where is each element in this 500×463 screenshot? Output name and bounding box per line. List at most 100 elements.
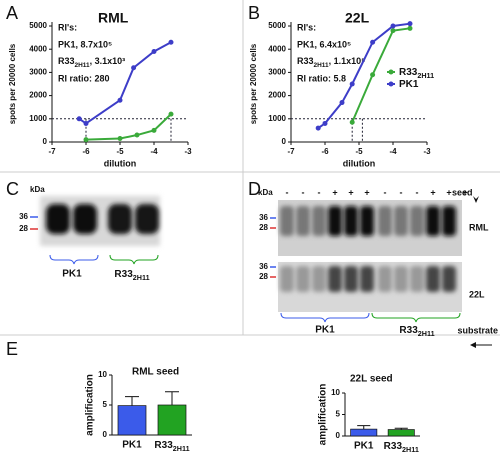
x-tick-label: PK1 xyxy=(354,441,374,452)
annotation-text: R33 xyxy=(58,56,75,66)
arrow-head xyxy=(470,342,476,348)
band xyxy=(378,206,392,236)
band xyxy=(296,266,310,292)
data-point xyxy=(83,120,89,126)
marker-label: 28 xyxy=(259,223,268,232)
data-point xyxy=(131,65,137,71)
chart-title: 22L xyxy=(345,10,370,26)
data-point xyxy=(76,116,82,122)
band xyxy=(344,266,358,292)
band xyxy=(46,204,70,234)
marker-label: 36 xyxy=(259,262,268,271)
marker-label: 28 xyxy=(259,272,268,281)
group-label: PK1 xyxy=(62,269,82,280)
error-bar xyxy=(357,425,371,430)
data-point xyxy=(168,111,174,117)
y-axis-label: amplification xyxy=(85,374,96,436)
y-tick-label: 0 xyxy=(336,431,341,440)
y-tick-label: 5 xyxy=(103,400,108,409)
seed-label: seed xyxy=(452,187,473,197)
x-tick-label: -4 xyxy=(389,147,397,156)
x-tick-label: -7 xyxy=(287,147,295,156)
band xyxy=(410,266,424,292)
data-point xyxy=(151,49,157,55)
annotation: R332H11, 1.1x10⁵ xyxy=(297,56,365,69)
x-tick-label: -7 xyxy=(48,147,56,156)
panel-letter: D xyxy=(248,179,261,199)
row-label: 22L xyxy=(469,289,485,299)
annotation: R332H11, 3.1x10³ xyxy=(58,56,125,69)
x-tick-label: -3 xyxy=(184,147,192,156)
kda-label: kDa xyxy=(30,185,45,194)
series-line xyxy=(85,113,172,141)
data-point xyxy=(390,23,396,29)
group-label-sub: 2H11 xyxy=(133,273,150,282)
data-point xyxy=(151,127,157,133)
seed-sign: + xyxy=(462,187,467,197)
data-point xyxy=(117,97,123,103)
band xyxy=(135,204,159,234)
data-point xyxy=(83,137,89,143)
seed-sign: - xyxy=(318,187,321,197)
error-bar xyxy=(165,391,179,405)
x-tick-label: -5 xyxy=(355,147,363,156)
panel-letter: A xyxy=(6,3,18,23)
annotation: RI ratio: 280 xyxy=(58,73,110,83)
data-point xyxy=(370,39,376,45)
x-axis-label: dilution xyxy=(104,158,137,168)
band xyxy=(73,204,97,234)
x-tick-label: -6 xyxy=(321,147,329,156)
x-tick-label-sub: 2H11 xyxy=(173,444,190,453)
kda-label: kDa xyxy=(258,188,273,197)
data-point xyxy=(407,21,413,27)
arrow-down xyxy=(473,190,479,203)
seed-sign: - xyxy=(384,187,387,197)
panel-letter: C xyxy=(6,179,19,199)
legend-text: PK1 xyxy=(399,79,419,90)
annotation: PK1, 6.4x10⁵ xyxy=(297,39,351,49)
group-label: R332H11 xyxy=(399,325,434,339)
y-tick-label: 2000 xyxy=(29,91,47,100)
data-point xyxy=(168,39,174,45)
y-tick-label: 5000 xyxy=(268,21,286,30)
group-label-text: R33 xyxy=(114,269,133,280)
x-axis-label: dilution xyxy=(343,158,376,168)
bar xyxy=(387,429,415,437)
bar xyxy=(350,428,378,437)
substrate-label: substrate xyxy=(457,325,498,335)
error-bar xyxy=(125,396,139,406)
seed-sign: - xyxy=(416,187,419,197)
band xyxy=(360,266,374,292)
annotation: RI's: xyxy=(58,22,77,32)
y-tick-label: 1000 xyxy=(268,114,286,123)
data-point xyxy=(407,25,413,31)
y-tick-label: 10 xyxy=(331,388,340,397)
brace xyxy=(109,254,159,265)
band xyxy=(312,206,326,236)
seed-sign: - xyxy=(400,187,403,197)
data-point xyxy=(349,81,355,87)
legend-label: PK1 xyxy=(399,79,419,90)
band xyxy=(296,206,310,236)
y-tick-label: 0 xyxy=(43,137,48,146)
seed-sign: + xyxy=(446,187,451,197)
band xyxy=(426,266,440,292)
band xyxy=(328,206,342,236)
brace xyxy=(371,312,461,323)
x-tick-label: PK1 xyxy=(122,440,142,451)
brace xyxy=(280,312,370,323)
y-axis-label: amplification xyxy=(318,384,329,446)
annotation-sub: 2H11 xyxy=(314,62,330,69)
band xyxy=(312,266,326,292)
legend-label: R332H11 xyxy=(399,67,434,81)
bar xyxy=(117,405,147,436)
data-point xyxy=(315,125,321,131)
error-bar xyxy=(394,427,408,430)
seed-sign: + xyxy=(332,187,337,197)
x-tick-label-text: R33 xyxy=(384,441,403,452)
data-point xyxy=(349,119,355,125)
x-tick-label: R332H11 xyxy=(154,440,189,454)
band xyxy=(378,266,392,292)
y-tick-label: 4000 xyxy=(268,44,286,53)
